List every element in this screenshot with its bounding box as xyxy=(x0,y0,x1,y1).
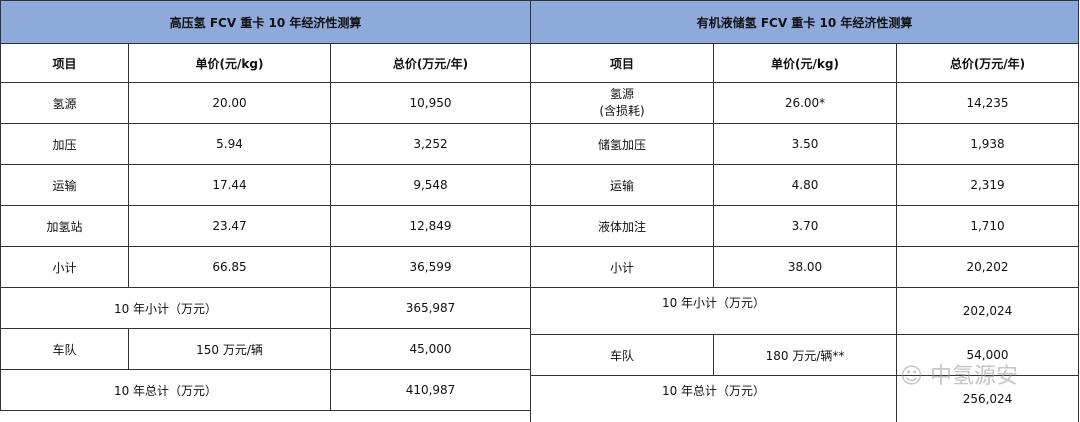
cell: 10 年总计（万元） xyxy=(0,369,331,411)
watermark-text: 中氢源安 xyxy=(929,364,1018,389)
cell: 3.50 xyxy=(713,123,897,165)
cell: 23.47 xyxy=(128,205,331,247)
cell: 256,024 xyxy=(896,375,1079,422)
cell: 2,319 xyxy=(896,164,1079,206)
table-row: 小计 66.85 36,599 xyxy=(0,246,531,288)
high-pressure-table: 高压氢 FCV 重卡 10 年经济性测算 项目 单价(元/kg) 总价(万元/年) … xyxy=(0,0,531,411)
cell: 加压 xyxy=(0,123,129,165)
cell: 液体加注 xyxy=(530,205,714,247)
cell: 储氢加压 xyxy=(530,123,714,165)
watermark: ☺ 中氢源安 xyxy=(900,358,1018,390)
subtotal-row: 10 年小计（万元） 365,987 xyxy=(0,287,531,329)
cell: 运输 xyxy=(0,164,129,206)
cell: 20,202 xyxy=(896,246,1079,288)
table-title: 有机液储氢 FCV 重卡 10 年经济性测算 xyxy=(530,0,1079,44)
fleet-row: 车队 150 万元/辆 45,000 xyxy=(0,328,531,370)
col-header: 总价(万元/年) xyxy=(330,43,531,83)
cell: 加氢站 xyxy=(0,205,129,247)
cell: 1,938 xyxy=(896,123,1079,165)
cell: 3,252 xyxy=(330,123,531,165)
table-row: 氢源 20.00 10,950 xyxy=(0,82,531,124)
total-row: 10 年总计（万元） 256,024 xyxy=(530,375,1079,422)
col-header: 总价(万元/年) xyxy=(896,43,1079,83)
cell: 14,235 xyxy=(896,82,1079,124)
cell: 66.85 xyxy=(128,246,331,288)
col-header: 单价(元/kg) xyxy=(713,43,897,83)
table-row: 小计 38.00 20,202 xyxy=(530,246,1079,288)
cell: 氢源 (含损耗) xyxy=(530,82,714,124)
cell: 氢源 xyxy=(0,82,129,124)
cell: 26.00* xyxy=(713,82,897,124)
cell: 运输 xyxy=(530,164,714,206)
col-header: 单价(元/kg) xyxy=(128,43,331,83)
cell: 车队 xyxy=(530,334,714,376)
col-header: 项目 xyxy=(530,43,714,83)
organic-liquid-table: 有机液储氢 FCV 重卡 10 年经济性测算 项目 单价(元/kg) 总价(万元/年… xyxy=(530,0,1079,422)
table-row: 加氢站 23.47 12,849 xyxy=(0,205,531,247)
cell: 10 年总计（万元） xyxy=(530,375,897,422)
cell: 180 万元/辆** xyxy=(713,334,897,376)
wechat-icon: ☺ xyxy=(900,364,923,389)
cell: 45,000 xyxy=(330,328,531,370)
table-row: 储氢加压 3.50 1,938 xyxy=(530,123,1079,165)
cell: 小计 xyxy=(530,246,714,288)
cell: 1,710 xyxy=(896,205,1079,247)
table-row: 氢源 (含损耗) 26.00* 14,235 xyxy=(530,82,1079,124)
subtotal-row: 10 年小计（万元） 202,024 xyxy=(530,287,1079,335)
cell: 36,599 xyxy=(330,246,531,288)
cell: 小计 xyxy=(0,246,129,288)
cell: 5.94 xyxy=(128,123,331,165)
cell: 10 年小计（万元） xyxy=(0,287,331,329)
table-row: 运输 17.44 9,548 xyxy=(0,164,531,206)
col-header: 项目 xyxy=(0,43,129,83)
cell: 12,849 xyxy=(330,205,531,247)
cell: 4.80 xyxy=(713,164,897,206)
table-row: 液体加注 3.70 1,710 xyxy=(530,205,1079,247)
cell: 9,548 xyxy=(330,164,531,206)
cell: 3.70 xyxy=(713,205,897,247)
table-title: 高压氢 FCV 重卡 10 年经济性测算 xyxy=(0,0,531,44)
total-row: 10 年总计（万元） 410,987 xyxy=(0,369,531,411)
cell: 20.00 xyxy=(128,82,331,124)
table-row: 加压 5.94 3,252 xyxy=(0,123,531,165)
table-row: 运输 4.80 2,319 xyxy=(530,164,1079,206)
cell: 410,987 xyxy=(330,369,531,411)
cell: 17.44 xyxy=(128,164,331,206)
cell: 10,950 xyxy=(330,82,531,124)
cell: 车队 xyxy=(0,328,129,370)
cell: 38.00 xyxy=(713,246,897,288)
cell: 202,024 xyxy=(896,287,1079,335)
cell: 10 年小计（万元） xyxy=(530,287,897,335)
cell: 150 万元/辆 xyxy=(128,328,331,370)
cell: 365,987 xyxy=(330,287,531,329)
